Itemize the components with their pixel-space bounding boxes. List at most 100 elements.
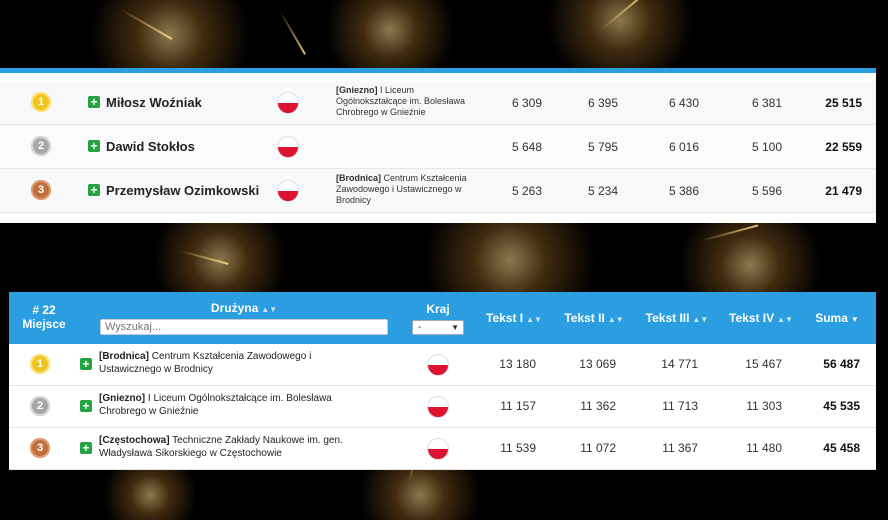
bronze-medal-icon: 3 — [31, 180, 51, 200]
school-name: [Brodnica] Centrum Kształcenia Zawodoweg… — [336, 173, 476, 206]
poland-flag-icon — [427, 354, 449, 376]
score-text-1: 6 309 — [511, 96, 542, 110]
country-select[interactable]: - ▼ — [412, 320, 464, 335]
score-text-1: 13 180 — [499, 357, 536, 371]
score-text-3: 11 367 — [662, 441, 698, 455]
score-text-4: 6 381 — [751, 96, 782, 110]
score-text-4: 11 480 — [746, 441, 782, 455]
school-city: [Gniezno] — [336, 85, 378, 95]
table-row: 2 + [Gniezno] I Liceum Ogólnokształcące … — [9, 386, 876, 428]
school-name: [Gniezno] I Liceum Ogólnokształcące im. … — [336, 85, 476, 118]
team-school: I Liceum Ogólnokształcące im. Bolesława … — [99, 393, 332, 417]
score-text-4: 11 303 — [746, 399, 782, 413]
text-3-column-header[interactable]: Tekst III ▲▼ — [637, 311, 717, 325]
team-school: Techniczne Zakłady Naukowe im. gen. Wład… — [99, 435, 343, 459]
sort-icon: ▲▼ — [607, 315, 624, 324]
silver-medal-icon: 2 — [31, 136, 51, 156]
score-text-4: 5 596 — [751, 184, 782, 198]
school-city: [Brodnica] — [336, 173, 381, 183]
team-city: [Gniezno] — [99, 393, 146, 404]
rank-column-header[interactable]: # 22 Miejsce — [9, 303, 79, 331]
text-3-label: Tekst III — [645, 311, 690, 325]
text-4-column-header[interactable]: Tekst IV ▲▼ — [721, 311, 801, 325]
score-text-1: 11 157 — [500, 399, 536, 413]
table-row: 3 + [Częstochowa] Techniczne Zakłady Nau… — [9, 428, 876, 470]
plus-icon[interactable]: + — [88, 96, 100, 108]
score-sum: 25 515 — [825, 96, 862, 110]
team-search-input[interactable] — [100, 319, 388, 335]
score-text-3: 6 016 — [668, 140, 699, 154]
country-select-value: - — [418, 322, 422, 333]
plus-icon[interactable]: + — [80, 400, 92, 412]
chevron-down-icon: ▼ — [451, 323, 459, 332]
sort-icon: ▲▼ — [777, 315, 793, 324]
team-name[interactable]: [Brodnica] Centrum Kształcenia Zawodoweg… — [99, 350, 369, 376]
team-city: [Brodnica] — [99, 351, 149, 362]
text-4-label: Tekst IV — [729, 311, 775, 325]
text-2-label: Tekst II — [564, 311, 605, 325]
school-label: Centrum Kształcenia Zawodowego i Ustawic… — [336, 173, 467, 205]
team-ranking-table: # 22 Miejsce Drużyna▲▼ Kraj - ▼ Tekst I▲… — [0, 292, 876, 470]
score-text-2: 5 234 — [587, 184, 618, 198]
team-city: [Częstochowa] — [99, 435, 170, 446]
rank-label: Miejsce — [22, 317, 66, 331]
participant-name[interactable]: Dawid Stokłos — [106, 139, 195, 154]
score-text-3: 5 386 — [668, 184, 699, 198]
gold-medal-icon: 1 — [31, 92, 51, 112]
sort-desc-icon: ▼ — [850, 315, 859, 324]
rank-count: # 22 — [32, 303, 56, 317]
score-text-1: 5 263 — [511, 184, 542, 198]
table-row: 2 + Dawid Stokłos 5 648 5 795 6 016 5 10… — [0, 125, 876, 169]
score-sum: 21 479 — [825, 184, 862, 198]
team-label: Drużyna — [210, 301, 259, 315]
table-row: 1 + [Brodnica] Centrum Kształcenia Zawod… — [9, 344, 876, 386]
poland-flag-icon — [277, 180, 299, 202]
participant-name[interactable]: Miłosz Woźniak — [106, 95, 202, 110]
plus-icon[interactable]: + — [80, 358, 92, 370]
bronze-medal-icon: 3 — [30, 438, 50, 458]
score-text-3: 14 771 — [661, 357, 698, 371]
plus-icon[interactable]: + — [88, 184, 100, 196]
score-text-2: 6 395 — [587, 96, 618, 110]
poland-flag-icon — [427, 396, 449, 418]
sum-column-header[interactable]: Suma ▼ — [804, 311, 870, 325]
sort-icon: ▲▼ — [692, 315, 709, 324]
table-row: 1 + Miłosz Woźniak [Gniezno] I Liceum Og… — [0, 81, 876, 125]
score-text-4: 5 100 — [751, 140, 782, 154]
poland-flag-icon — [277, 136, 299, 158]
participant-name[interactable]: Przemysław Ozimkowski — [106, 183, 260, 198]
school-label: I Liceum Ogólnokształcące im. Bolesława … — [336, 85, 466, 117]
silver-medal-icon: 2 — [30, 396, 50, 416]
table-header: # 22 Miejsce Drużyna▲▼ Kraj - ▼ Tekst I▲… — [9, 292, 876, 344]
score-text-2: 11 362 — [580, 399, 616, 413]
individual-ranking-table: 1 + Miłosz Woźniak [Gniezno] I Liceum Og… — [0, 68, 876, 223]
score-text-4: 15 467 — [745, 357, 782, 371]
table-row: 3 + Przemysław Ozimkowski [Brodnica] Cen… — [0, 169, 876, 213]
country-column-header: Kraj — [426, 302, 450, 316]
score-text-3: 6 430 — [668, 96, 699, 110]
text-1-column-header[interactable]: Tekst I ▲▼ — [479, 311, 549, 325]
text-2-column-header[interactable]: Tekst II ▲▼ — [557, 311, 631, 325]
score-sum: 22 559 — [825, 140, 862, 154]
gold-medal-icon: 1 — [30, 354, 50, 374]
score-text-1: 11 539 — [500, 441, 536, 455]
score-sum: 45 535 — [823, 399, 860, 413]
score-sum: 45 458 — [823, 441, 860, 455]
team-column-header[interactable]: Drużyna ▲▼ — [100, 301, 388, 315]
score-text-2: 5 795 — [587, 140, 618, 154]
sum-label: Suma — [815, 311, 848, 325]
score-sum: 56 487 — [823, 357, 860, 371]
team-name[interactable]: [Częstochowa] Techniczne Zakłady Naukowe… — [99, 434, 369, 460]
team-school: Centrum Kształcenia Zawodowego i Ustawic… — [99, 351, 312, 375]
text-1-label: Tekst I — [486, 311, 524, 325]
plus-icon[interactable]: + — [80, 442, 92, 454]
plus-icon[interactable]: + — [88, 140, 100, 152]
sort-icon: ▲▼ — [261, 305, 278, 314]
poland-flag-icon — [277, 92, 299, 114]
poland-flag-icon — [427, 438, 449, 460]
team-name[interactable]: [Gniezno] I Liceum Ogólnokształcące im. … — [99, 392, 369, 418]
sort-icon: ▲▼ — [526, 315, 542, 324]
score-text-3: 11 713 — [662, 399, 698, 413]
score-text-2: 11 072 — [580, 441, 616, 455]
score-text-1: 5 648 — [511, 140, 542, 154]
